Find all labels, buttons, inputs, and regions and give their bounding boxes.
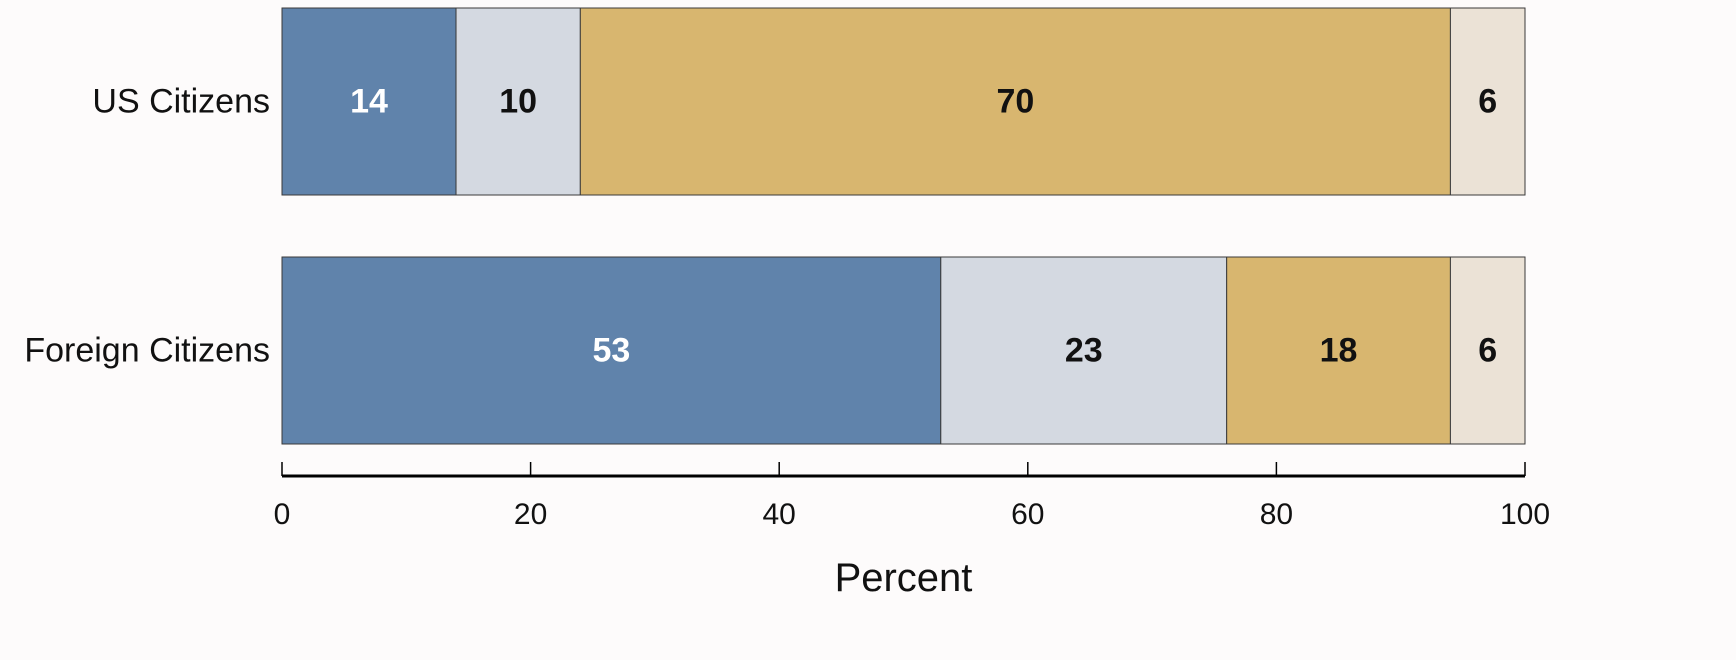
bar-segment-foreign-citizens-2 xyxy=(940,256,1228,445)
bars-layer xyxy=(281,7,1526,445)
bar-segment-us-citizens-1 xyxy=(281,7,457,196)
bar-segment-us-citizens-2 xyxy=(455,7,581,196)
data-label-foreign-citizens-4: 6 xyxy=(1478,332,1497,370)
x-axis: 0 20 40 60 80 100 Percent xyxy=(274,462,1550,600)
x-axis-title: Percent xyxy=(835,556,973,600)
bar-segment-foreign-citizens-4 xyxy=(1449,256,1526,445)
x-tick-label-60: 60 xyxy=(1011,498,1044,531)
x-tick-label-100: 100 xyxy=(1500,498,1550,531)
bar-segment-us-citizens-3 xyxy=(579,7,1451,196)
data-label-foreign-citizens-3: 18 xyxy=(1320,332,1358,370)
data-label-us-citizens-3: 70 xyxy=(996,83,1034,121)
bar-segment-us-citizens-4 xyxy=(1449,7,1526,196)
data-label-us-citizens-2: 10 xyxy=(499,83,537,121)
category-label-foreign-citizens: Foreign Citizens xyxy=(24,332,270,370)
x-tick-label-40: 40 xyxy=(763,498,796,531)
data-label-foreign-citizens-2: 23 xyxy=(1065,332,1103,370)
x-tick-label-80: 80 xyxy=(1260,498,1293,531)
category-labels: US Citizens 14 10 70 6 Foreign Citizens 53 23 18… xyxy=(24,83,1497,370)
data-label-us-citizens-1: 14 xyxy=(350,83,388,121)
x-tick-label-20: 20 xyxy=(514,498,547,531)
bar-segment-foreign-citizens-1 xyxy=(281,256,942,445)
bar-segment-foreign-citizens-3 xyxy=(1226,256,1451,445)
data-label-foreign-citizens-1: 53 xyxy=(592,332,630,370)
data-label-us-citizens-4: 6 xyxy=(1478,83,1497,121)
x-tick-label-0: 0 xyxy=(274,498,291,531)
category-label-us-citizens: US Citizens xyxy=(92,83,270,121)
